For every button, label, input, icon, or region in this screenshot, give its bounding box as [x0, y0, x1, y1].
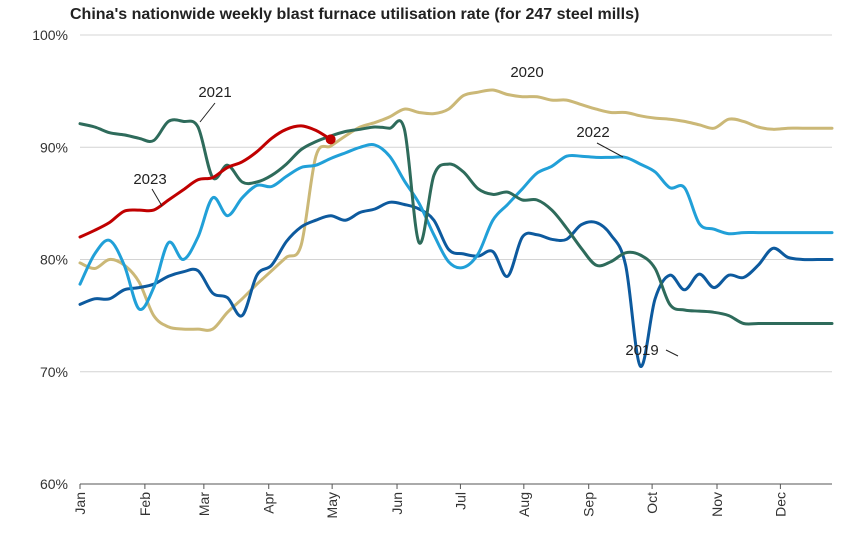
y-axis-ticks: 60% 70% 80% 90% 100%: [32, 27, 68, 492]
x-tick-label: Jun: [389, 492, 405, 515]
series-endpoint-2023: [325, 134, 336, 145]
series-line-2021: [78, 118, 834, 326]
x-tick-label: Dec: [772, 492, 788, 517]
series-line-2019: [78, 200, 834, 368]
y-tick-label: 100%: [32, 27, 68, 43]
series-label-2022: 2022: [576, 124, 609, 141]
x-tick-label: Sep: [581, 492, 597, 517]
series-line-2020: [78, 88, 834, 332]
label-leader-line: [151, 188, 163, 207]
series-label-2019: 2019: [625, 342, 658, 359]
label-leader-line: [665, 349, 679, 357]
series-line-2022: [78, 143, 834, 311]
label-leader-line: [596, 142, 624, 158]
label-leader-line: [199, 102, 216, 123]
y-tick-label: 60%: [40, 476, 68, 492]
chart-title: China's nationwide weekly blast furnace …: [70, 6, 640, 23]
y-tick-label: 90%: [40, 139, 68, 155]
x-tick-label: Jul: [452, 492, 468, 510]
y-tick-label: 70%: [40, 364, 68, 380]
x-tick-label: Nov: [709, 492, 725, 517]
x-tick-label: Oct: [644, 492, 660, 514]
series-label-2021: 2021: [198, 84, 231, 101]
series-labels: 2020 2021 2023 2022 2019: [133, 64, 679, 359]
x-tick-label: Aug: [516, 492, 532, 517]
series-lines: [78, 88, 834, 368]
series-line-2023: [78, 124, 333, 239]
x-tick-label: Jan: [72, 492, 88, 515]
series-label-2020: 2020: [510, 64, 543, 81]
x-axis-ticks: Jan Feb Mar Apr May Jun Jul Aug Sep Oct Nov Dec: [72, 484, 788, 518]
x-tick-label: Feb: [137, 492, 153, 516]
x-tick-label: May: [324, 492, 340, 518]
x-tick-label: Apr: [261, 492, 277, 514]
series-label-2023: 2023: [133, 171, 166, 188]
x-tick-label: Mar: [196, 492, 212, 516]
y-tick-label: 80%: [40, 252, 68, 268]
